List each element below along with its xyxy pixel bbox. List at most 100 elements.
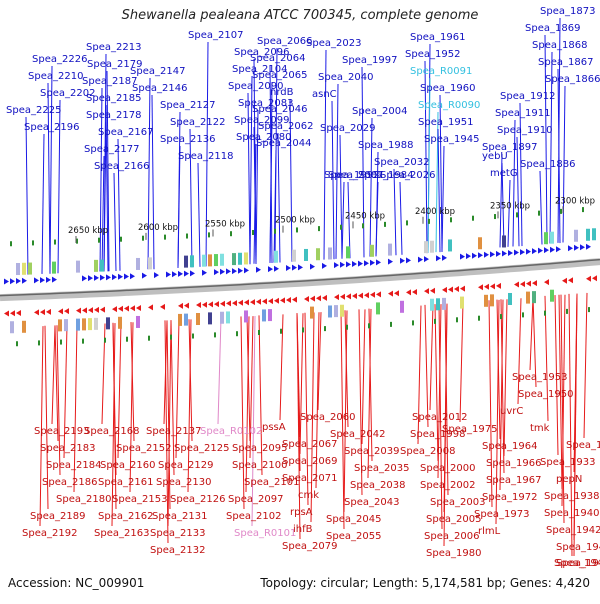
forward-gene (118, 273, 123, 280)
reverse-gene (544, 279, 549, 286)
reverse-gene (526, 280, 531, 287)
connector-top (331, 100, 335, 260)
forward-gene (508, 249, 513, 256)
gene-label-bottom: Spea_2153 (112, 494, 167, 505)
forward-gene (112, 274, 117, 281)
connector-bottom (488, 300, 493, 508)
reverse-gene (340, 293, 345, 300)
forward-gene (238, 267, 243, 274)
gene-label-bottom: Spea_1973 (474, 509, 529, 520)
connector-top (247, 92, 251, 265)
gene-label-bottom: Spea_2184 (46, 460, 101, 471)
cog-box-reverse (208, 312, 212, 325)
gene-label-top: Spea_2127 (160, 100, 215, 111)
tick-dot-inner (434, 318, 436, 324)
tick-dot-outer (54, 239, 56, 245)
gene-label-bottom: Spea_2189 (30, 511, 85, 522)
connector-bottom (437, 304, 442, 479)
tick-dot-outer (10, 241, 12, 247)
connector-bottom (166, 320, 171, 510)
gene-label-top: Spea_2064 (250, 53, 305, 64)
tick-dot-inner (390, 321, 392, 327)
gene-label-bottom: Spea_2069 (282, 456, 337, 467)
cog-box-reverse (508, 292, 512, 305)
forward-gene (370, 259, 375, 266)
reverse-gene (592, 275, 597, 282)
tick-dot-outer (76, 238, 78, 244)
tick-dot-outer (582, 207, 584, 213)
cog-box-forward (244, 252, 248, 265)
scale-label: 2350 kbp (490, 201, 530, 211)
gene-label-top: Spea_1866 (545, 74, 600, 85)
forward-gene (202, 269, 207, 276)
gene-label-top: Spea_2104 (232, 64, 287, 75)
connector-top (341, 181, 345, 259)
cog-box-reverse (58, 319, 62, 332)
tick-dot-outer (164, 234, 166, 240)
forward-gene (358, 260, 363, 267)
tick-dot-outer (120, 236, 122, 242)
connector-bottom (424, 304, 429, 428)
connector-bottom (529, 297, 534, 371)
reverse-gene (238, 299, 243, 306)
forward-gene (568, 245, 573, 252)
connector-top (323, 49, 327, 260)
forward-gene (34, 277, 39, 284)
connector-top (512, 119, 516, 247)
cog-box-reverse (10, 321, 14, 334)
scale-label: 2300 kbp (555, 196, 595, 206)
gene-label-top: Spea_1951 (418, 117, 473, 128)
connector-bottom (170, 320, 175, 476)
cog-box-reverse (268, 309, 272, 322)
gene-label-bottom: Spea_2006 (424, 531, 479, 542)
gene-label-bottom: Spea_1932 (566, 440, 600, 451)
tick-dot-outer (494, 214, 496, 220)
tick-dot-outer (98, 237, 100, 243)
connector-top (99, 87, 103, 272)
cog-box-reverse (184, 313, 188, 326)
forward-gene (286, 265, 291, 272)
forward-gene (220, 268, 225, 275)
cog-box-forward (424, 241, 428, 254)
forward-gene (274, 265, 279, 272)
connector-bottom (340, 310, 345, 530)
forward-gene (88, 275, 93, 282)
cog-box-forward (316, 248, 320, 261)
gene-label-top: Spea_2166 (94, 161, 149, 172)
gene-label-bottom: Spea_2060 (300, 412, 355, 423)
gene-label-bottom: Spea_2133 (150, 528, 205, 539)
gene-label-top: Spea_2213 (86, 42, 141, 53)
gene-label-top: Spea_1988 (358, 140, 413, 151)
connector-bottom (561, 294, 566, 507)
cog-box-forward (502, 235, 506, 248)
connector-bottom (343, 310, 348, 513)
connector-top (519, 102, 523, 247)
connector-bottom (368, 308, 373, 462)
reverse-gene (376, 291, 381, 298)
forward-gene (172, 271, 177, 278)
gene-label-top: Spea_2096 (234, 47, 289, 58)
backbone-edge (0, 258, 600, 297)
forward-gene (376, 259, 381, 266)
gene-label-top: Spea_2083 (238, 98, 293, 109)
connector-bottom (246, 316, 251, 442)
reverse-gene (118, 305, 123, 312)
reverse-gene (136, 304, 141, 311)
gene-label-bottom: Spea_2012 (412, 412, 467, 423)
gene-label-bottom: Spea_1966 (486, 458, 541, 469)
gene-label-top: Spea_2177 (84, 144, 139, 155)
gene-label-top: Spea_2118 (178, 151, 233, 162)
forward-gene (352, 260, 357, 267)
gene-label-top: Spea_1997 (342, 55, 397, 66)
tick-dot-outer (318, 226, 320, 232)
forward-gene (496, 250, 501, 257)
forward-gene (106, 274, 111, 281)
reverse-gene (370, 291, 375, 298)
forward-gene (142, 272, 147, 279)
cog-box-reverse (532, 291, 536, 304)
reverse-gene (460, 285, 465, 292)
reverse-gene (76, 307, 81, 314)
gene-label-top: Spea_2099 (234, 115, 289, 126)
reverse-gene (310, 295, 315, 302)
cog-box-forward (544, 232, 548, 245)
